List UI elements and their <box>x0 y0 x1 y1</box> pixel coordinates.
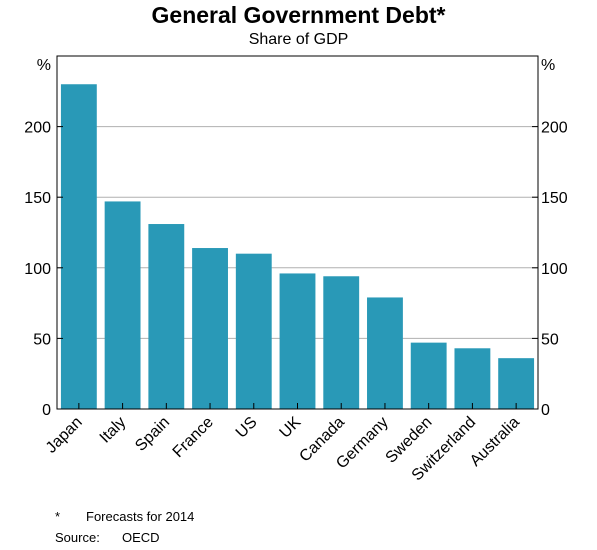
footnote-text: Forecasts for 2014 <box>86 509 195 524</box>
x-tick-label: UK <box>277 414 305 442</box>
bar-australia <box>498 358 535 409</box>
x-tick-label: France <box>170 414 217 461</box>
y-axis-unit-left: % <box>37 57 51 74</box>
x-tick-label: Japan <box>43 414 86 457</box>
source-note: Source: OECD <box>55 530 160 546</box>
y-tick-label-left: 150 <box>24 190 51 207</box>
x-tick-label: Spain <box>132 414 173 455</box>
bar-germany <box>367 297 403 409</box>
footnote-mark: * <box>55 509 61 524</box>
y-tick-labels: 0 0 50 50 100 100 150 150 200 200 <box>24 120 568 419</box>
y-tick-label-right: 0 <box>541 402 550 419</box>
y-tick-label-left: 0 <box>42 402 51 419</box>
bar-uk <box>279 273 316 409</box>
source-label: Source: <box>55 530 100 545</box>
tick-marks <box>57 126 538 410</box>
y-axis-unit-right: % <box>541 57 555 74</box>
bar-japan <box>60 84 97 410</box>
bar-france <box>192 248 228 409</box>
chart-title: General Government Debt* <box>151 2 446 28</box>
y-tick-label-right: 50 <box>541 331 559 348</box>
y-tick-label-left: 50 <box>33 331 51 348</box>
y-tick-label-right: 200 <box>541 120 568 137</box>
source-text: OECD <box>122 530 160 545</box>
bar-chart: 0 0 50 50 100 100 150 150 200 200 Japan Italy Spain… <box>24 55 568 485</box>
bar-sweden <box>410 342 447 409</box>
bar-spain <box>148 224 185 409</box>
x-tick-label: US <box>233 414 261 442</box>
bar-switzerland <box>454 348 491 409</box>
bar-canada <box>323 276 360 409</box>
x-tick-label: Italy <box>97 414 130 447</box>
bars <box>60 84 535 410</box>
bar-us <box>235 253 272 409</box>
y-tick-label-left: 100 <box>24 261 51 278</box>
y-tick-label-left: 200 <box>24 120 51 137</box>
chart-subtitle: Share of GDP <box>248 31 349 48</box>
y-tick-label-right: 100 <box>541 261 568 278</box>
bar-italy <box>104 201 141 409</box>
footnote: * Forecasts for 2014 <box>55 509 194 525</box>
y-tick-label-right: 150 <box>541 190 568 207</box>
